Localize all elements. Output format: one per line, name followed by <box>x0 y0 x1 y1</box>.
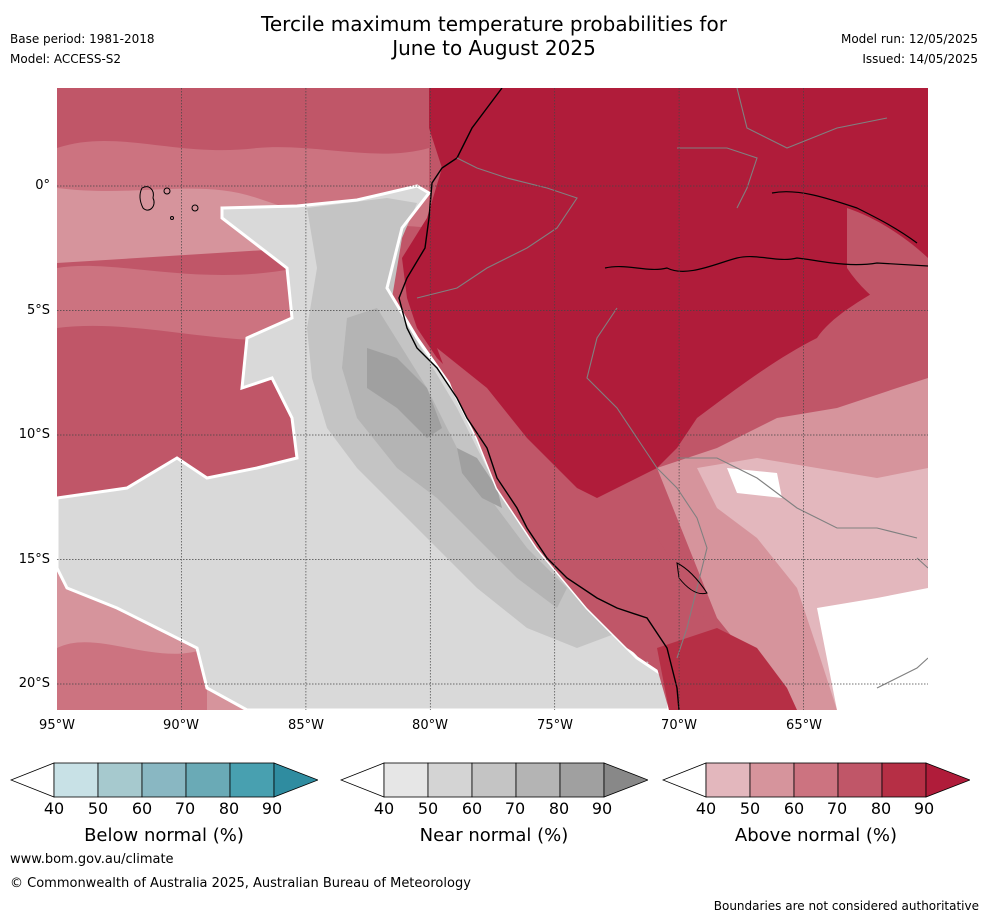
coastal-above-normal <box>437 348 797 710</box>
lat-label-15s: 15°S <box>18 552 50 567</box>
colorbar-above-normal <box>662 762 970 798</box>
tick-label: 80 <box>870 799 892 818</box>
colorbar-below-normal-swatches <box>10 762 318 798</box>
lon-label-80w: 80°W <box>412 718 448 733</box>
colorbar-extend-low <box>662 762 707 798</box>
tick-label: 90 <box>591 799 613 818</box>
colorbar-above-title: Above normal (%) <box>734 825 898 846</box>
colorbar-near-normal-swatches <box>340 762 648 798</box>
tick-label: 50 <box>739 799 761 818</box>
colorbar-extend-high <box>273 762 318 798</box>
colorbar-swatch <box>705 762 751 798</box>
land-high-south <box>657 628 797 710</box>
colorbar-extend-high <box>925 762 970 798</box>
lon-label-75w: 75°W <box>537 718 573 733</box>
tick-label: 90 <box>913 799 935 818</box>
colorbar-swatch <box>185 762 231 798</box>
tick-label: 70 <box>504 799 526 818</box>
map-canvas <box>57 88 928 710</box>
base-period-text: Base period: 1981-2018 <box>10 32 155 46</box>
land-white-patch-2 <box>727 468 782 498</box>
tick-label: 70 <box>174 799 196 818</box>
tick-label: 60 <box>461 799 483 818</box>
colorbar-swatch <box>141 762 187 798</box>
title-line-2: June to August 2025 <box>392 36 596 60</box>
colorbar-above-normal-swatches <box>662 762 970 798</box>
title-line-1: Tercile maximum temperature probabilitie… <box>261 12 727 36</box>
tick-label: 80 <box>548 799 570 818</box>
colorbar-swatch <box>837 762 883 798</box>
graticule <box>57 88 928 710</box>
colorbar-below-normal <box>10 762 318 798</box>
tick-label: 40 <box>43 799 65 818</box>
country-boundaries <box>416 88 928 689</box>
tick-label: 60 <box>783 799 805 818</box>
land-high-above-normal <box>402 88 928 508</box>
tick-label: 80 <box>218 799 240 818</box>
lon-label-65w: 65°W <box>786 718 822 733</box>
near-normal-darkest-2 <box>457 448 502 508</box>
tick-label: 50 <box>417 799 439 818</box>
colorbar-swatch <box>427 762 473 798</box>
colorbar-extend-low <box>10 762 55 798</box>
colorbar-swatch <box>229 762 275 798</box>
near-normal-boundary <box>57 184 671 710</box>
tick-label: 90 <box>261 799 283 818</box>
colorbar-swatch <box>749 762 795 798</box>
model-text: Model: ACCESS-S2 <box>10 52 122 66</box>
footer-copyright: © Commonwealth of Australia 2025, Austra… <box>10 876 471 891</box>
model-run-text: Model run: 12/05/2025 <box>840 32 978 46</box>
chart-title: Tercile maximum temperature probabilitie… <box>0 12 988 60</box>
colorbar-swatch <box>383 762 429 798</box>
above-normal-south-dark <box>57 642 207 710</box>
tick-label: 40 <box>373 799 395 818</box>
header-left: Base period: 1981-2018 Model: ACCESS-S2 <box>10 29 155 69</box>
near-normal-darkest <box>367 348 442 438</box>
amazon-river <box>604 255 928 272</box>
river-north <box>771 191 918 244</box>
footer-disclaimer: Boundaries are not considered authoritat… <box>713 899 979 913</box>
colorbar-swatch <box>559 762 605 798</box>
tick-label: 40 <box>695 799 717 818</box>
colorbar-swatch <box>793 762 839 798</box>
colorbar-swatch <box>97 762 143 798</box>
colorbar-near-title: Near normal (%) <box>419 825 569 846</box>
colorbar-swatch <box>515 762 561 798</box>
colorbar-near-normal <box>340 762 648 798</box>
lon-label-70w: 70°W <box>661 718 697 733</box>
probability-map <box>57 88 928 710</box>
issued-text: Issued: 14/05/2025 <box>862 52 978 66</box>
colorbar-below-title: Below normal (%) <box>84 825 244 846</box>
header-right: Model run: 12/05/2025 Issued: 14/05/2025 <box>841 29 978 69</box>
tick-label: 50 <box>87 799 109 818</box>
colorbar-swatch <box>53 762 99 798</box>
land-white-patch <box>817 588 928 710</box>
colorbar-extend-low <box>340 762 385 798</box>
galapagos-islands <box>139 186 199 220</box>
tick-label: 70 <box>826 799 848 818</box>
colorbar-swatch <box>471 762 517 798</box>
footer-url: www.bom.gov.au/climate <box>10 852 174 867</box>
lon-label-90w: 90°W <box>163 718 199 733</box>
lon-label-95w: 95°W <box>39 718 75 733</box>
lake-titicaca <box>676 562 708 595</box>
lon-label-85w: 85°W <box>288 718 324 733</box>
lat-label-20s: 20°S <box>18 676 50 691</box>
coastline <box>398 88 680 710</box>
colorbar-swatch <box>881 762 927 798</box>
lat-label-0: 0° <box>35 178 50 193</box>
land-east-lower <box>847 208 928 328</box>
above-normal-band-mid <box>57 265 297 341</box>
tick-label: 60 <box>131 799 153 818</box>
lat-label-10s: 10°S <box>18 427 50 442</box>
lat-label-5s: 5°S <box>26 303 50 318</box>
colorbar-extend-high <box>603 762 648 798</box>
